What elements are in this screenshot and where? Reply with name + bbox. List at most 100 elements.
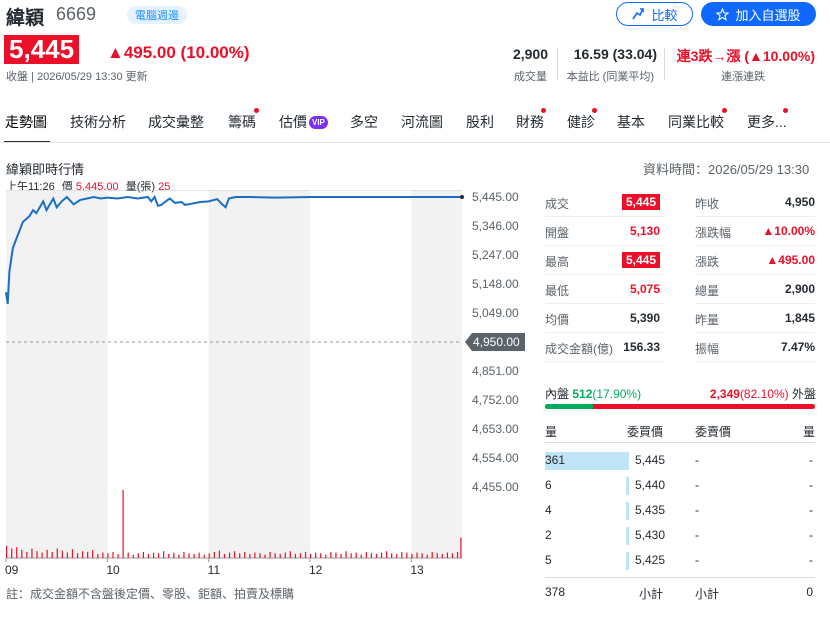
volume-bar xyxy=(203,554,205,558)
industry-badge[interactable]: 電腦週邊 xyxy=(127,6,187,24)
tab-trades[interactable]: 成交彙整 xyxy=(148,114,204,130)
outer-volume: 2,349(82.10%) 外盤 xyxy=(710,385,816,402)
tab-basic[interactable]: 基本 xyxy=(617,114,645,130)
volume-bar xyxy=(82,551,84,558)
stat-pe-value: 16.59 (33.04) xyxy=(573,46,657,62)
volume-bar xyxy=(426,554,428,558)
quote-value: 156.33 xyxy=(623,340,660,354)
volume-bar xyxy=(310,553,312,558)
row-divider xyxy=(545,245,665,246)
volume-bar xyxy=(370,553,372,558)
tab-valuation[interactable]: 估價 VIP xyxy=(279,112,328,132)
volume-bar xyxy=(198,552,200,558)
bid-total: 378 xyxy=(545,585,566,599)
quote-value: 4,950 xyxy=(784,195,815,209)
volume-bar xyxy=(411,553,413,558)
data-timestamp: 資料時間：2026/05/29 13:30 xyxy=(643,162,810,177)
volume-bar xyxy=(102,552,104,558)
volume-bar xyxy=(132,554,134,558)
volume-bar xyxy=(61,550,63,558)
quote-value: 1,845 xyxy=(784,311,815,325)
add-watchlist-label: 加入自選股 xyxy=(735,7,801,23)
volume-bar xyxy=(26,551,28,558)
tab-health[interactable]: 健診 xyxy=(567,114,595,130)
volume-bar xyxy=(223,553,226,558)
quote-value: 5,445 xyxy=(621,252,660,268)
x-tick-label: 12 xyxy=(309,563,323,577)
quote-value: 5,445 xyxy=(621,194,660,210)
volume-bar xyxy=(16,547,18,558)
volume-bar xyxy=(11,548,13,558)
volume-bar xyxy=(320,553,322,558)
volume-bar xyxy=(228,552,231,558)
bid-depth-bar xyxy=(626,477,628,495)
volume-bar xyxy=(350,553,352,558)
divider xyxy=(557,48,558,80)
tab-technical[interactable]: 技術分析 xyxy=(70,114,126,130)
vip-badge: VIP xyxy=(309,116,328,129)
y-tick-label: 4,851.00 xyxy=(472,364,519,378)
notification-dot xyxy=(783,108,788,113)
compare-button[interactable]: 比較 xyxy=(616,2,693,26)
tab-trend[interactable]: 走勢圖 xyxy=(5,114,47,130)
volume-bar xyxy=(31,548,33,558)
tab-dividend[interactable]: 股利 xyxy=(466,114,494,130)
volume-bar xyxy=(421,553,423,558)
volume-bar xyxy=(168,553,170,558)
add-watchlist-button[interactable]: 加入自選股 xyxy=(701,2,816,26)
inner-value: 512 xyxy=(572,387,593,401)
order-book-header: 量 xyxy=(545,425,558,439)
tab-chips[interactable]: 籌碼 xyxy=(228,114,256,130)
volume-bar xyxy=(335,552,337,558)
y-tick-label: 4,455.00 xyxy=(472,480,519,494)
outer-pct: (82.10%) xyxy=(739,387,789,401)
y-tick-label: 5,445.00 xyxy=(472,190,519,204)
bid-price: 5,445 xyxy=(634,453,665,467)
volume-bar xyxy=(274,553,276,558)
volume-bar xyxy=(254,552,256,558)
y-tick-label: 5,346.00 xyxy=(472,219,519,233)
bid-depth-bar xyxy=(545,452,628,470)
volume-bar xyxy=(178,554,180,558)
quote-label: 均價 xyxy=(545,313,570,327)
volume-bar xyxy=(137,553,139,558)
bid-depth-bar xyxy=(626,502,628,520)
stat-volume-value: 2,900 xyxy=(512,46,548,62)
section-title: 緯穎即時行情 xyxy=(6,162,85,177)
hour-band xyxy=(411,190,462,558)
quote-label: 昨收 xyxy=(695,197,720,211)
volume-bar xyxy=(41,552,43,558)
volume-bar xyxy=(147,553,150,558)
volume-bar xyxy=(299,553,302,558)
volume-bar xyxy=(451,553,454,558)
price-line xyxy=(5,194,462,305)
outer-value: 2,349 xyxy=(709,387,740,401)
row-divider xyxy=(695,274,815,275)
stock-name: 緯穎 xyxy=(6,8,45,29)
bid-bar-edge xyxy=(628,477,629,495)
volume-bar xyxy=(188,553,190,558)
tab-river-chart[interactable]: 河流圖 xyxy=(401,114,443,130)
stock-code: 6669 xyxy=(56,4,97,24)
stat-pe-label: 本益比 (同業平均) xyxy=(566,71,654,83)
tab-more[interactable]: 更多... xyxy=(747,114,787,130)
row-divider xyxy=(695,245,815,246)
quote-value: ▲10.00% xyxy=(762,224,815,238)
ask-price: - xyxy=(695,478,699,492)
quote-label: 成交 xyxy=(545,197,570,211)
volume-bar xyxy=(51,551,53,558)
volume-bar xyxy=(304,551,307,558)
volume-bar xyxy=(213,551,215,558)
intraday-chart[interactable]: 5,445.00 5,346.00 5,247.00 5,148.00 5,049.00… xyxy=(0,190,535,580)
hour-band xyxy=(6,190,108,558)
current-price: 5,445 xyxy=(4,35,80,64)
tab-peer-compare[interactable]: 同業比較 xyxy=(668,114,724,130)
bid-quantity: 4 xyxy=(545,503,552,517)
volume-bar xyxy=(87,551,89,558)
tab-financial[interactable]: 財務 xyxy=(516,114,544,130)
volume-bar xyxy=(279,553,281,558)
tab-bull-bear[interactable]: 多空 xyxy=(350,114,378,130)
quote-label: 總量 xyxy=(695,284,720,298)
volume-bar xyxy=(401,551,403,558)
price-line-group xyxy=(5,194,464,305)
